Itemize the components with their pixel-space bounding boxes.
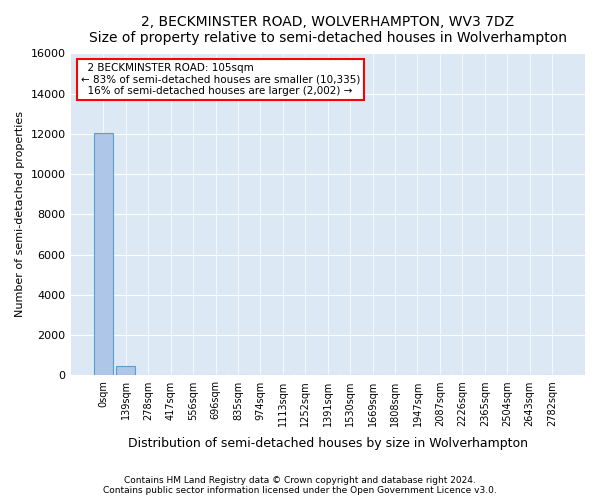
Text: Contains HM Land Registry data © Crown copyright and database right 2024.
Contai: Contains HM Land Registry data © Crown c… [103,476,497,495]
Text: 2 BECKMINSTER ROAD: 105sqm
← 83% of semi-detached houses are smaller (10,335)
  : 2 BECKMINSTER ROAD: 105sqm ← 83% of semi… [81,63,360,96]
Bar [116,366,136,376]
Title: 2, BECKMINSTER ROAD, WOLVERHAMPTON, WV3 7DZ
Size of property relative to semi-de: 2, BECKMINSTER ROAD, WOLVERHAMPTON, WV3 … [89,15,567,45]
Y-axis label: Number of semi-detached properties: Number of semi-detached properties [15,112,25,318]
X-axis label: Distribution of semi-detached houses by size in Wolverhampton: Distribution of semi-detached houses by … [128,437,528,450]
Bar [94,133,113,376]
